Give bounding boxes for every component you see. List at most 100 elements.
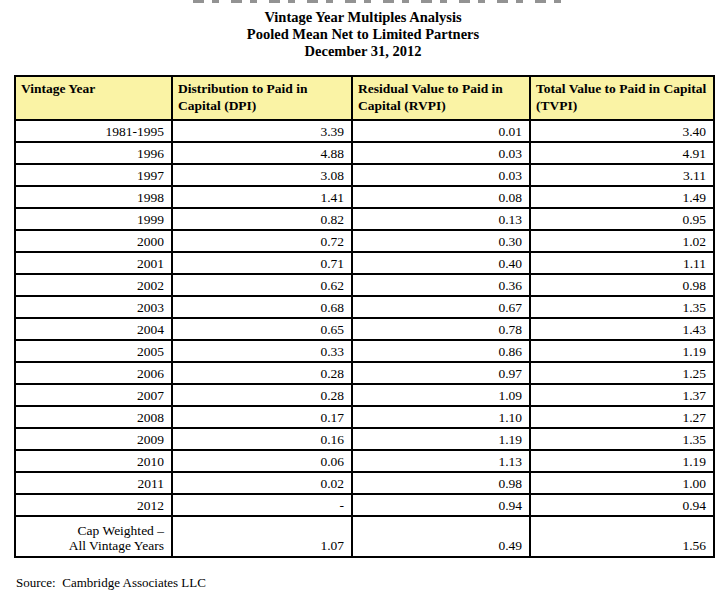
dpi-cell: 4.88 — [172, 142, 352, 164]
dpi-cell: 1.41 — [172, 186, 352, 208]
dpi-cell: 0.82 — [172, 208, 352, 230]
dpi-cell: 0.72 — [172, 230, 352, 252]
table-row: 2006 0.28 0.97 1.25 — [15, 362, 714, 384]
tvpi-cell: 1.00 — [530, 472, 714, 494]
column-header-dpi: Distribution to Paid in Capital (DPI) — [172, 76, 352, 120]
dpi-cell: 1.07 — [172, 516, 352, 557]
vintage-year-cell: 2011 — [15, 472, 172, 494]
tvpi-cell: 1.11 — [530, 252, 714, 274]
rvpi-cell: 0.13 — [352, 208, 530, 230]
vintage-year-cell: 2010 — [15, 450, 172, 472]
rvpi-cell: 1.13 — [352, 450, 530, 472]
rvpi-cell: 0.08 — [352, 186, 530, 208]
rvpi-cell: 0.98 — [352, 472, 530, 494]
rvpi-cell: 0.86 — [352, 340, 530, 362]
report-title: Vintage Year Multiples Analysis Pooled M… — [0, 9, 726, 60]
vintage-year-cell: 2005 — [15, 340, 172, 362]
vintage-year-cell: 2006 — [15, 362, 172, 384]
vintage-year-cell: 2008 — [15, 406, 172, 428]
table-row: 1998 1.41 0.08 1.49 — [15, 186, 714, 208]
table-row: 2001 0.71 0.40 1.11 — [15, 252, 714, 274]
column-header-rvpi: Residual Value to Paid in Capital (RVPI) — [352, 76, 530, 120]
vintage-year-cell: 2000 — [15, 230, 172, 252]
rvpi-cell: 1.19 — [352, 428, 530, 450]
dpi-cell: 0.17 — [172, 406, 352, 428]
vintage-year-cell: 1998 — [15, 186, 172, 208]
tvpi-cell: 0.94 — [530, 494, 714, 516]
header-row: Vintage Year Distribution to Paid in Cap… — [15, 76, 714, 120]
tvpi-cell: 1.49 — [530, 186, 714, 208]
dpi-cell: 0.65 — [172, 318, 352, 340]
table-row: Cap Weighted – All Vintage Years 1.07 0.… — [15, 516, 714, 557]
tvpi-cell: 1.19 — [530, 340, 714, 362]
vintage-year-cell: 2004 — [15, 318, 172, 340]
rvpi-cell: 0.67 — [352, 296, 530, 318]
tvpi-cell: 1.19 — [530, 450, 714, 472]
tvpi-cell: 1.27 — [530, 406, 714, 428]
tvpi-cell: 1.43 — [530, 318, 714, 340]
source-attribution: Source: Cambridge Associates LLC — [16, 575, 726, 591]
table-row: 2009 0.16 1.19 1.35 — [15, 428, 714, 450]
dpi-cell: 0.71 — [172, 252, 352, 274]
rvpi-cell: 0.97 — [352, 362, 530, 384]
vintage-year-cell: 2001 — [15, 252, 172, 274]
column-header-tvpi: Total Value to Paid in Capital (TVPI) — [530, 76, 714, 120]
tvpi-cell: 3.40 — [530, 120, 714, 142]
rvpi-cell: 0.30 — [352, 230, 530, 252]
table-row: 2002 0.62 0.36 0.98 — [15, 274, 714, 296]
dpi-cell: 0.16 — [172, 428, 352, 450]
table-row: 2000 0.72 0.30 1.02 — [15, 230, 714, 252]
title-line-1: Vintage Year Multiples Analysis — [0, 9, 726, 26]
rvpi-cell: 0.03 — [352, 142, 530, 164]
table-row: 2011 0.02 0.98 1.00 — [15, 472, 714, 494]
tvpi-cell: 1.37 — [530, 384, 714, 406]
dpi-cell: 3.08 — [172, 164, 352, 186]
tvpi-cell: 4.91 — [530, 142, 714, 164]
table-row: 1981-1995 3.39 0.01 3.40 — [15, 120, 714, 142]
rvpi-cell: 1.10 — [352, 406, 530, 428]
table-row: 2004 0.65 0.78 1.43 — [15, 318, 714, 340]
vintage-year-cell: 1999 — [15, 208, 172, 230]
rvpi-cell: 0.49 — [352, 516, 530, 557]
tvpi-cell: 0.98 — [530, 274, 714, 296]
table-row: 2007 0.28 1.09 1.37 — [15, 384, 714, 406]
tvpi-cell: 1.02 — [530, 230, 714, 252]
dpi-cell: - — [172, 494, 352, 516]
title-line-2: Pooled Mean Net to Limited Partners — [0, 26, 726, 43]
rvpi-cell: 0.36 — [352, 274, 530, 296]
table-row: 1996 4.88 0.03 4.91 — [15, 142, 714, 164]
table-header: Vintage Year Distribution to Paid in Cap… — [15, 76, 714, 120]
dpi-cell: 0.68 — [172, 296, 352, 318]
tvpi-cell: 0.95 — [530, 208, 714, 230]
tvpi-cell: 3.11 — [530, 164, 714, 186]
multiples-table: Vintage Year Distribution to Paid in Cap… — [14, 75, 715, 558]
cropped-text-artifact — [193, 0, 565, 3]
table-row: 2003 0.68 0.67 1.35 — [15, 296, 714, 318]
dpi-cell: 0.02 — [172, 472, 352, 494]
dpi-cell: 0.33 — [172, 340, 352, 362]
title-line-3: December 31, 2012 — [0, 43, 726, 60]
rvpi-cell: 0.94 — [352, 494, 530, 516]
table-row: 2012 - 0.94 0.94 — [15, 494, 714, 516]
vintage-year-cell: 2002 — [15, 274, 172, 296]
dpi-cell: 0.62 — [172, 274, 352, 296]
tvpi-cell: 1.35 — [530, 428, 714, 450]
vintage-year-cell: 1996 — [15, 142, 172, 164]
rvpi-cell: 0.78 — [352, 318, 530, 340]
rvpi-cell: 0.03 — [352, 164, 530, 186]
vintage-year-cell: 1997 — [15, 164, 172, 186]
table-row: 1999 0.82 0.13 0.95 — [15, 208, 714, 230]
dpi-cell: 0.06 — [172, 450, 352, 472]
dpi-cell: 3.39 — [172, 120, 352, 142]
rvpi-cell: 0.40 — [352, 252, 530, 274]
table-row: 2005 0.33 0.86 1.19 — [15, 340, 714, 362]
dpi-cell: 0.28 — [172, 384, 352, 406]
table-row: 2010 0.06 1.13 1.19 — [15, 450, 714, 472]
tvpi-cell: 1.56 — [530, 516, 714, 557]
vintage-year-cell: 2007 — [15, 384, 172, 406]
vintage-year-cell: Cap Weighted – All Vintage Years — [15, 516, 172, 557]
vintage-year-cell: 2003 — [15, 296, 172, 318]
table-row: 2008 0.17 1.10 1.27 — [15, 406, 714, 428]
tvpi-cell: 1.35 — [530, 296, 714, 318]
table-row: 1997 3.08 0.03 3.11 — [15, 164, 714, 186]
